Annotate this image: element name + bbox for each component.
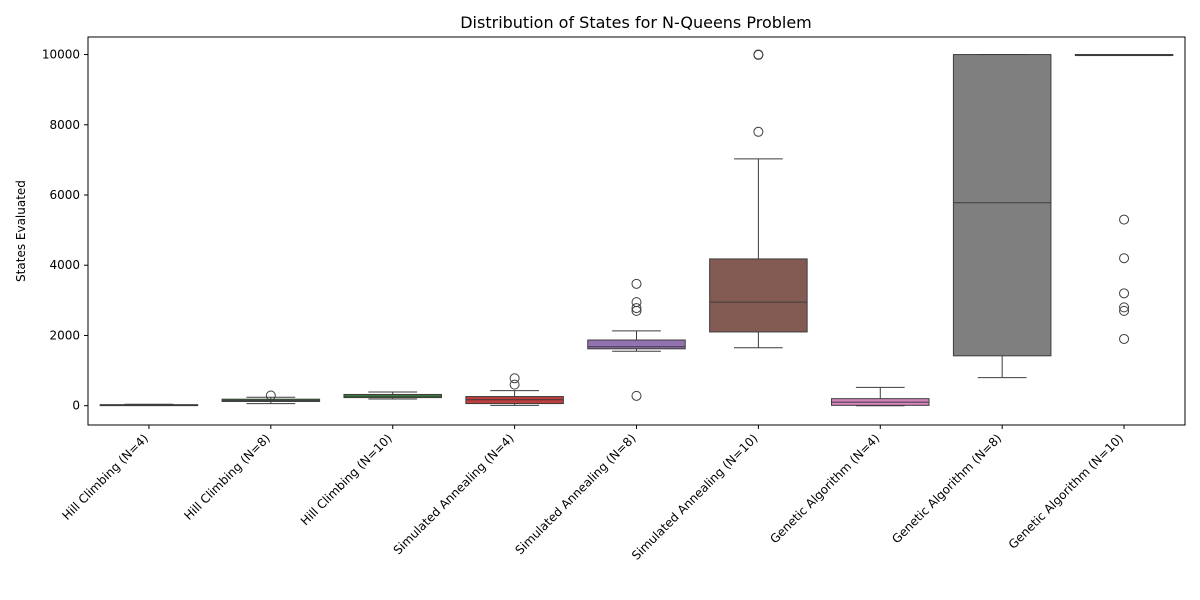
y-tick-label: 4000 bbox=[49, 258, 80, 272]
x-tick-label: Hill Climbing (N=4) bbox=[59, 431, 151, 523]
outlier-point bbox=[509, 379, 520, 390]
outlier-point bbox=[1119, 305, 1130, 316]
plot-area: 0 2000 4000 6000 8000 10000 Hill Climbing (N=4… bbox=[42, 36, 1186, 563]
outlier-point bbox=[631, 278, 642, 289]
y-tick-label: 6000 bbox=[49, 188, 80, 202]
x-tick-label: Hill Climbing (N=8) bbox=[181, 431, 273, 523]
outlier-point bbox=[1119, 302, 1130, 313]
outlier-point bbox=[1119, 288, 1130, 299]
box bbox=[587, 339, 686, 350]
chart-title: Distribution of States for N-Queens Prob… bbox=[460, 13, 812, 32]
outlier-point bbox=[1119, 253, 1130, 264]
box bbox=[709, 258, 808, 333]
y-tick-label: 0 bbox=[72, 399, 80, 413]
y-tick-label: 8000 bbox=[49, 118, 80, 132]
outlier-point bbox=[631, 303, 642, 314]
y-axis-label: States Evaluated bbox=[14, 180, 28, 282]
x-tick-label: Genetic Algorithm (N=10) bbox=[1006, 431, 1126, 551]
x-tick-label: Simulated Annealing (N=8) bbox=[513, 431, 639, 557]
outlier-point bbox=[631, 390, 642, 401]
outlier-point bbox=[753, 126, 764, 137]
x-tick-label: Genetic Algorithm (N=4) bbox=[767, 431, 882, 546]
x-tick-label: Simulated Annealing (N=10) bbox=[629, 431, 761, 563]
outlier-point bbox=[631, 297, 642, 308]
outlier-point bbox=[1119, 214, 1130, 225]
outlier-point bbox=[509, 373, 520, 384]
x-tick-label: Simulated Annealing (N=4) bbox=[391, 431, 517, 557]
x-tick-label: Genetic Algorithm (N=8) bbox=[889, 431, 1004, 546]
y-tick-label: 10000 bbox=[42, 48, 80, 62]
outlier-point bbox=[265, 390, 276, 401]
outlier-point bbox=[753, 49, 764, 60]
x-tick-label: Hill Climbing (N=10) bbox=[298, 431, 395, 528]
outlier-point bbox=[1119, 333, 1130, 344]
box bbox=[952, 54, 1052, 357]
y-tick-label: 2000 bbox=[49, 328, 80, 342]
